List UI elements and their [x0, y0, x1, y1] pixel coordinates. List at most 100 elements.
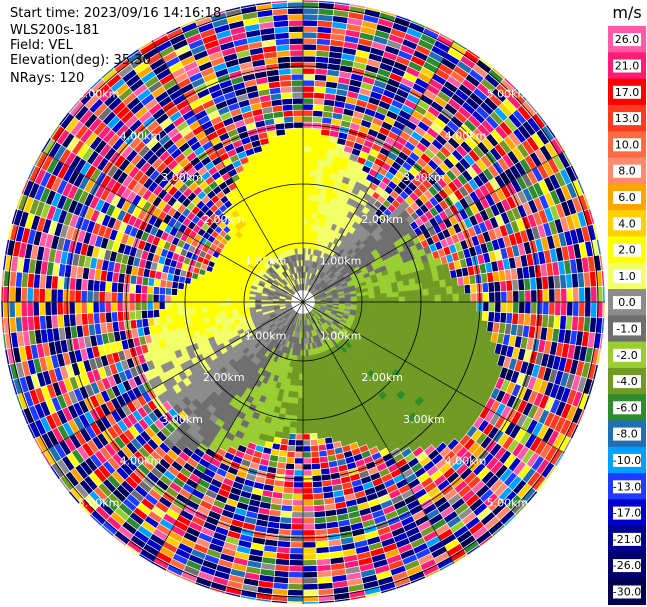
gate-cell	[386, 301, 394, 307]
gate-cell	[310, 146, 320, 153]
gate-cell	[290, 409, 298, 416]
gate-cell	[104, 280, 113, 293]
gate-cell	[428, 301, 436, 310]
gate-cell	[158, 286, 167, 296]
gate-cell	[302, 217, 308, 225]
gate-cell	[146, 301, 154, 311]
gate-cell	[152, 301, 160, 311]
gate-cell	[312, 480, 323, 489]
gate-cell	[206, 306, 214, 313]
gate-cell	[302, 19, 319, 27]
gate-cell	[302, 505, 315, 513]
gate-cell	[292, 481, 304, 489]
gate-cell	[188, 295, 196, 303]
gate-cell	[421, 282, 429, 290]
gate-cell	[286, 601, 304, 605]
gate-cell	[56, 301, 64, 316]
gate-cell	[289, 421, 297, 428]
gate-cell	[350, 299, 358, 303]
gate-cell	[311, 134, 321, 142]
gate-cell	[298, 373, 304, 381]
gate-cell	[14, 286, 22, 303]
gate-cell	[182, 295, 190, 303]
gate-cell	[302, 511, 315, 519]
gate-cell	[422, 295, 430, 303]
gate-cell	[292, 397, 299, 405]
gate-cell	[170, 287, 179, 296]
gate-cell	[92, 301, 100, 314]
gate-cell	[446, 309, 453, 318]
gate-cell	[470, 301, 478, 312]
gate-cell	[288, 565, 304, 573]
gate-cell	[230, 301, 238, 306]
gate-cell	[281, 498, 293, 507]
gate-cell	[170, 294, 178, 303]
gate-cell	[368, 301, 376, 306]
gate-cell	[194, 296, 202, 303]
gate-cell	[158, 294, 166, 303]
gate-cell	[207, 311, 215, 318]
gate-cell	[302, 97, 315, 105]
gate-cell	[164, 294, 172, 303]
gate-cell	[302, 415, 310, 423]
gate-cell	[590, 301, 598, 318]
gate-cell	[290, 535, 304, 543]
gate-cell	[206, 291, 214, 298]
gate-cell	[584, 286, 592, 303]
gate-cell	[32, 287, 40, 303]
gate-cell	[305, 349, 309, 357]
gate-cell	[302, 535, 316, 543]
gate-cell	[312, 115, 323, 124]
gate-cell	[302, 31, 318, 39]
gate-cell	[80, 301, 88, 314]
gate-cell	[92, 290, 100, 303]
gate-cell	[554, 288, 562, 303]
gate-cell	[183, 307, 190, 315]
gate-cell	[296, 409, 304, 417]
gate-cell	[20, 301, 28, 318]
gate-cell	[218, 293, 226, 299]
gate-cell	[194, 307, 202, 314]
gate-cell	[248, 301, 256, 305]
gate-cell	[512, 301, 520, 314]
gate-cell	[292, 493, 304, 501]
gate-cell	[309, 170, 317, 177]
gate-cell	[578, 301, 586, 318]
gate-cell	[302, 373, 308, 381]
gate-cell	[309, 427, 317, 434]
gate-cell	[171, 315, 179, 323]
gate-cell	[98, 280, 107, 292]
gate-cell	[177, 288, 184, 296]
gate-cell	[308, 409, 316, 416]
gate-cell	[302, 115, 314, 123]
gate-cell	[296, 421, 304, 429]
gate-cell	[488, 301, 496, 313]
gate-cell	[457, 284, 465, 294]
gate-cell	[314, 408, 321, 416]
gate-cell	[374, 297, 382, 303]
gate-cell	[410, 289, 417, 297]
gate-cell	[434, 308, 441, 317]
gate-cell	[110, 301, 118, 313]
gate-cell	[451, 317, 459, 327]
gate-cell	[291, 403, 298, 411]
gate-cell	[224, 305, 232, 311]
gate-cell	[224, 301, 232, 307]
gate-cell	[572, 301, 580, 317]
gate-cell	[362, 294, 370, 300]
gate-cell	[128, 283, 137, 294]
gate-cell	[548, 288, 556, 303]
gate-cell	[440, 309, 447, 318]
gate-cell	[309, 438, 319, 447]
gate-cell	[307, 205, 314, 213]
gate-cell	[312, 103, 325, 112]
velocity-gates	[0, 0, 606, 605]
gate-cell	[68, 289, 76, 303]
gate-cell	[292, 391, 299, 399]
gate-cell	[302, 145, 312, 153]
gate-cell	[469, 310, 477, 321]
gate-cell	[299, 361, 304, 369]
gate-cell	[482, 291, 490, 303]
gate-cell	[98, 290, 106, 303]
gate-cell	[302, 487, 314, 495]
